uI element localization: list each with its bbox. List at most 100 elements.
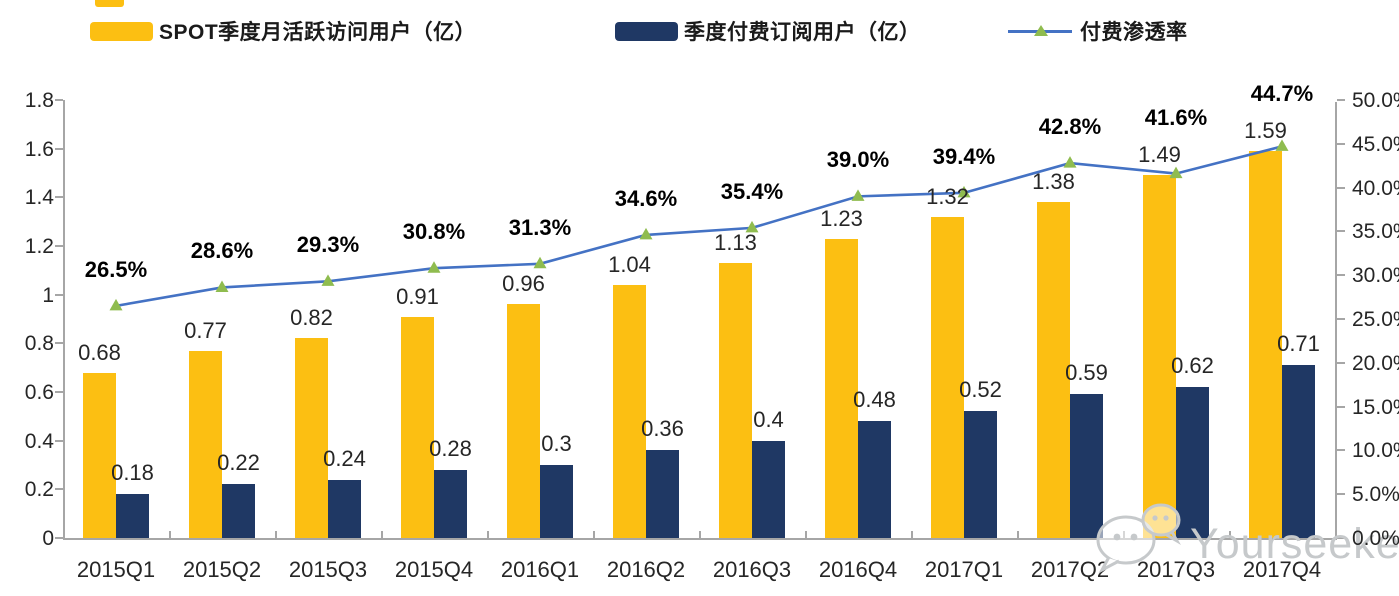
bar-mau [401, 316, 434, 538]
bar-value-label-subscribers: 0.22 [217, 450, 260, 476]
y-tick-left [55, 293, 63, 296]
y-tick-left [55, 245, 63, 247]
bar-subscribers [1282, 365, 1315, 538]
bar-value-label-subscribers: 0.36 [641, 416, 684, 442]
bar-value-label-subscribers: 0.52 [959, 377, 1002, 403]
y-axis-label-left: 0.4 [24, 429, 54, 453]
y-axis-label-left: 1.6 [24, 137, 54, 161]
x-tick-label: 2017Q3 [1136, 557, 1216, 582]
line-marker-icon [321, 274, 335, 286]
y-tick-right [1337, 493, 1345, 496]
x-tick-label: 2017Q1 [924, 557, 1004, 582]
y-tick-right [1337, 274, 1345, 277]
bar-mau [719, 263, 752, 538]
bar-subscribers [540, 465, 573, 538]
bar-value-label-mau: 1.59 [1244, 118, 1287, 144]
x-tick-label: 2015Q2 [182, 557, 262, 582]
mau-swatch-icon [90, 21, 153, 41]
y-axis-label-left: 0 [42, 527, 54, 550]
bar-value-label-mau: 1.49 [1138, 142, 1181, 168]
bar-value-label-mau: 1.04 [608, 251, 651, 277]
y-axis-label-right: 30.0% [1352, 264, 1399, 288]
pct-label: 35.4% [720, 178, 784, 204]
subscriber-swatch-icon [615, 21, 678, 41]
y-tick-right [1337, 186, 1345, 189]
y-axis-label-left: 0.8 [24, 332, 54, 356]
y-axis-label-left: 1.2 [24, 235, 54, 258]
wechat-icon [1096, 503, 1181, 574]
bar-value-label-mau: 0.96 [502, 271, 545, 297]
bar-value-label-subscribers: 0.18 [111, 460, 154, 486]
bar-value-label-mau: 1.38 [1032, 169, 1075, 195]
y-axis-label-right: 35.0% [1352, 220, 1399, 244]
pct-label: 30.8% [402, 219, 466, 245]
bar-value-label-subscribers: 0.28 [429, 435, 472, 461]
x-tick [699, 531, 701, 538]
legend-item-penetration: 付费渗透率 [1008, 17, 1188, 45]
bar-value-label-mau: 0.82 [290, 305, 333, 331]
y-axis-label-left: 1.8 [24, 89, 54, 112]
y-tick-right [1337, 361, 1345, 364]
x-tick [63, 531, 65, 538]
x-tick-label: 2015Q3 [288, 557, 368, 582]
x-tick-label: 2016Q4 [818, 557, 898, 582]
bar-mau [613, 284, 646, 538]
pct-label: 26.5% [84, 256, 148, 282]
y-axis-label-right: 5.0% [1352, 483, 1399, 507]
y-tick-right [1337, 405, 1345, 408]
pct-label: 28.6% [190, 238, 254, 264]
watermark-text: Yourseeker [1190, 519, 1399, 568]
y-axis-right [1335, 102, 1337, 538]
y-axis-label-right: 20.0% [1352, 351, 1399, 375]
bar-value-label-subscribers: 0.24 [323, 445, 366, 471]
bar-subscribers [1176, 387, 1209, 538]
y-tick-left [55, 99, 63, 101]
watermark: Yourseeker [1088, 500, 1399, 574]
line-marker-icon [109, 298, 123, 311]
x-tick [169, 531, 171, 538]
y-tick-left [55, 488, 63, 491]
line-marker-icon [851, 189, 865, 201]
pct-label: 29.3% [296, 232, 360, 258]
y-axis-label-right: 25.0% [1352, 308, 1399, 331]
x-tick [487, 531, 489, 538]
bar-value-label-mau: 1.23 [820, 205, 863, 231]
bar-value-label-subscribers: 0.4 [753, 406, 784, 432]
y-tick-right [1337, 99, 1345, 101]
y-tick-left [55, 537, 63, 539]
bar-value-label-subscribers: 0.59 [1065, 360, 1108, 386]
line-marker-icon [533, 256, 547, 269]
bar-mau [83, 372, 116, 538]
pct-label: 39.4% [932, 143, 996, 169]
bar-value-label-mau: 0.68 [78, 339, 121, 365]
y-axis-label-right: 0.0% [1352, 527, 1399, 550]
y-axis-label-left: 1.4 [24, 186, 54, 210]
bar-value-label-mau: 1.13 [714, 230, 757, 256]
bar-subscribers [434, 469, 467, 538]
bar-subscribers [858, 421, 891, 538]
bar-subscribers [328, 479, 361, 538]
x-axis [63, 538, 1337, 540]
x-tick [1229, 531, 1231, 538]
y-tick-right [1337, 537, 1345, 539]
pct-label: 34.6% [614, 185, 678, 211]
line-marker-sample-icon [1008, 21, 1072, 41]
y-axis-label-right: 15.0% [1352, 395, 1399, 419]
x-tick-label: 2017Q4 [1242, 557, 1322, 582]
y-axis-left [63, 100, 65, 538]
bar-subscribers [646, 450, 679, 538]
y-axis-label-right: 50.0% [1352, 89, 1399, 112]
x-tick [805, 531, 807, 538]
bar-mau [507, 304, 540, 538]
x-tick-label: 2016Q1 [500, 557, 580, 582]
line-marker-icon [215, 280, 229, 292]
pct-label: 44.7% [1250, 81, 1314, 107]
y-axis-label-right: 10.0% [1352, 439, 1399, 463]
bar-value-label-mau: 1.32 [926, 183, 969, 209]
x-tick-label: 2016Q3 [712, 557, 792, 582]
legend-item-subscribers: 季度付费订阅用户（亿） [615, 17, 921, 45]
x-tick [1017, 531, 1019, 538]
bar-mau [295, 338, 328, 538]
y-tick-right [1337, 142, 1345, 145]
